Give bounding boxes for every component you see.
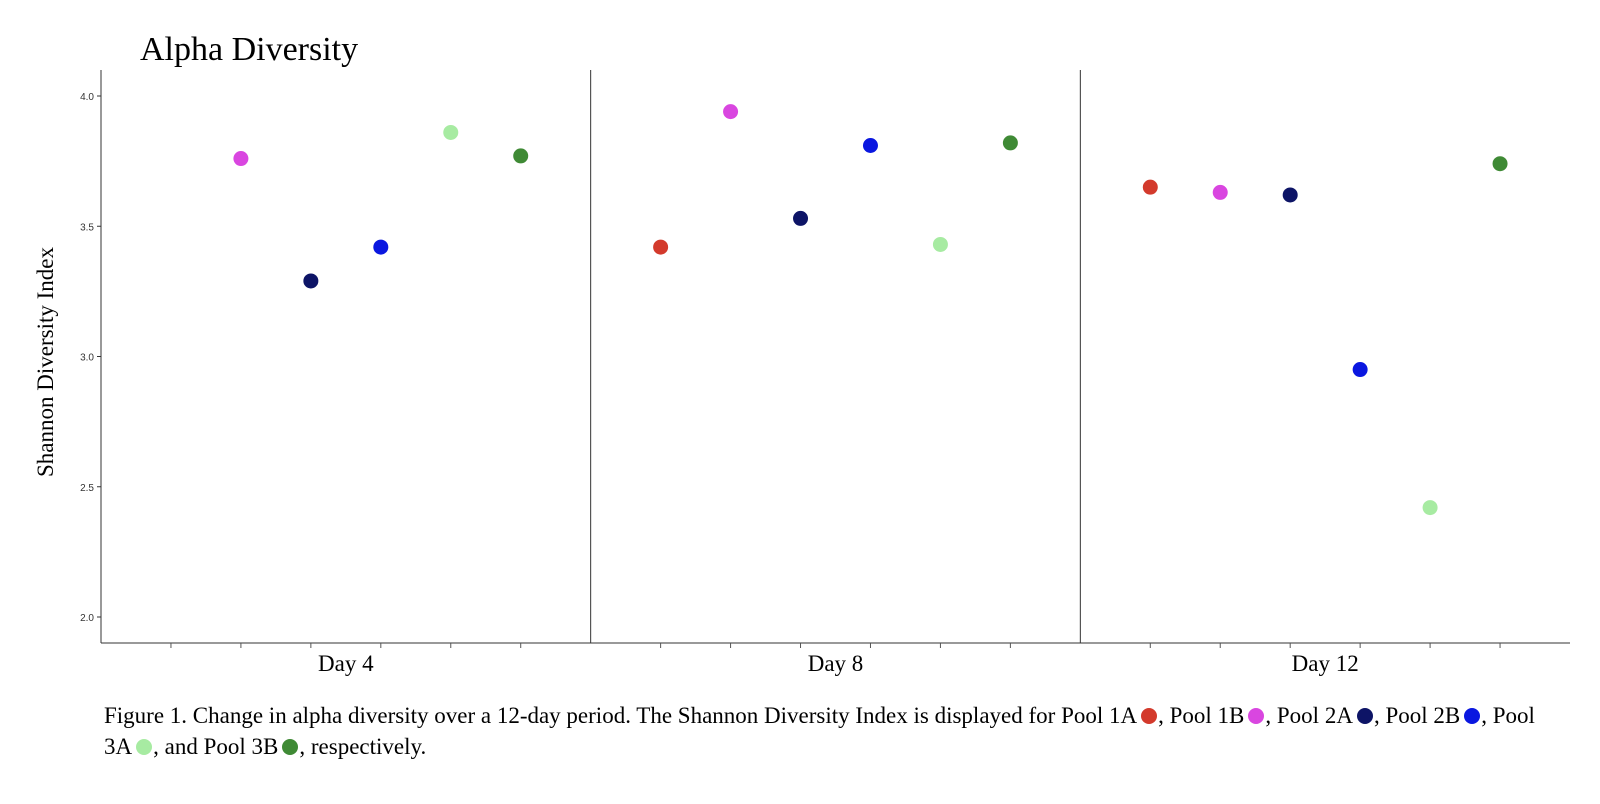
y-tick-label: 3.0: [80, 353, 94, 364]
caption-separator: , and: [153, 734, 204, 759]
legend-dot-icon: [136, 739, 153, 755]
caption-separator: , respectively.: [299, 734, 427, 759]
y-tick-label: 4.0: [80, 92, 94, 103]
point-pool-2a-day-8: [793, 210, 809, 226]
chart-title: Alpha Diversity: [140, 31, 358, 68]
legend-dot-icon: [1356, 708, 1373, 724]
caption-separator: ,: [1373, 703, 1386, 728]
point-pool-3a-day-8: [932, 236, 948, 252]
y-tick-label: 3.5: [80, 222, 94, 233]
legend-dot-icon: [1248, 708, 1265, 724]
axes: 2.0 2.5 3.0 3.5 4.0 Day 4 Day 8 Day 12: [80, 70, 1570, 676]
point-pool-1a-day-12: [1142, 179, 1158, 195]
y-tick-label: 2.0: [80, 613, 94, 624]
legend-dot-icon: [1464, 708, 1481, 724]
point-pool-3b-day-8: [1002, 135, 1018, 151]
panel-label-3: Day 12: [1292, 651, 1359, 676]
caption-series-label: Pool 2B: [1385, 703, 1461, 728]
point-pool-3b-day-4: [513, 148, 529, 164]
panel-label-2: Day 8: [808, 651, 864, 676]
point-pool-2b-day-12: [1352, 362, 1368, 378]
caption-separator: ,: [1265, 703, 1277, 728]
point-pool-3a-day-4: [443, 124, 459, 140]
caption-series-label: Pool 2A: [1276, 703, 1353, 728]
y-tick-label: 2.5: [80, 483, 94, 494]
caption-separator: ,: [1481, 703, 1493, 728]
point-pool-3b-day-12: [1492, 156, 1508, 172]
alpha-diversity-chart: Alpha Diversity Shannon Diversity Index …: [33, 31, 1570, 676]
caption-series-label: Pool 1B: [1169, 703, 1245, 728]
legend-dot-icon: [282, 739, 299, 755]
point-pool-1b-day-4: [233, 151, 249, 167]
point-pool-2b-day-8: [862, 137, 878, 153]
caption-legend: Pool 1A, Pool 1B, Pool 2A, Pool 2B, Pool…: [104, 703, 1535, 759]
point-pool-1b-day-8: [723, 104, 739, 120]
caption-separator: ,: [1158, 703, 1170, 728]
point-pool-2b-day-4: [373, 239, 389, 255]
caption-series-label: Pool 1A: [1061, 703, 1138, 728]
point-pool-1a-day-8: [653, 239, 669, 255]
figure-caption: Figure 1. Change in alpha diversity over…: [104, 700, 1544, 762]
panel-label-1: Day 4: [318, 651, 374, 676]
y-axis-label: Shannon Diversity Index: [33, 247, 58, 477]
caption-prefix: Figure 1. Change in alpha diversity over…: [104, 703, 1062, 728]
point-pool-2a-day-4: [303, 273, 319, 289]
caption-series-label: Pool 3B: [203, 734, 279, 759]
point-pool-3a-day-12: [1422, 500, 1438, 516]
point-pool-2a-day-12: [1282, 187, 1298, 203]
data-points: [233, 104, 1508, 516]
point-pool-1b-day-12: [1212, 184, 1228, 200]
legend-dot-icon: [1141, 708, 1158, 724]
caption-series-label: Pool 3A: [104, 703, 1535, 759]
